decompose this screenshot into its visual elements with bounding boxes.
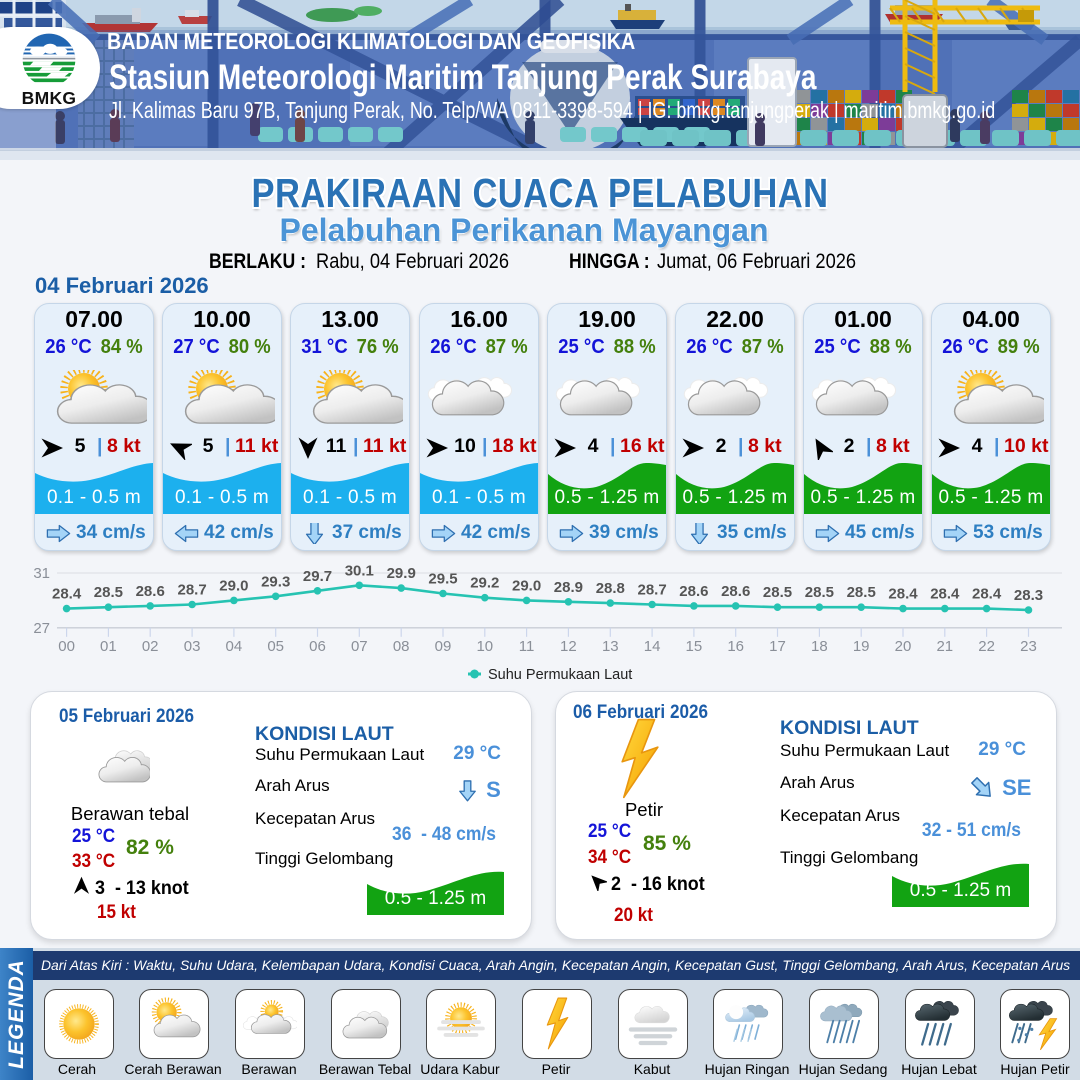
svg-text:31: 31 [33,565,50,582]
svg-text:28.4: 28.4 [52,586,82,603]
svg-text:29.7: 29.7 [303,568,332,585]
svg-text:28.4: 28.4 [888,586,918,603]
svg-text:28.6: 28.6 [136,583,165,600]
svg-text:29.2: 29.2 [470,575,499,592]
svg-text:22: 22 [978,638,995,655]
svg-text:05: 05 [267,638,284,655]
svg-text:14: 14 [644,638,661,655]
svg-text:19: 19 [853,638,870,655]
svg-text:16: 16 [727,638,744,655]
svg-text:17: 17 [769,638,786,655]
svg-text:18: 18 [811,638,828,655]
svg-text:20: 20 [895,638,912,655]
svg-text:02: 02 [142,638,159,655]
svg-text:28.7: 28.7 [637,582,666,599]
svg-text:01: 01 [100,638,117,655]
svg-text:28.4: 28.4 [972,586,1002,603]
svg-text:09: 09 [435,638,452,655]
svg-text:28.5: 28.5 [94,584,123,601]
svg-text:27: 27 [33,620,50,637]
svg-text:28.3: 28.3 [1014,587,1043,604]
svg-text:30.1: 30.1 [345,562,374,579]
svg-text:28.4: 28.4 [930,586,960,603]
svg-text:21: 21 [936,638,953,655]
svg-text:00: 00 [58,638,75,655]
svg-text:28.8: 28.8 [596,580,625,597]
svg-text:28.9: 28.9 [554,579,583,596]
svg-text:29.0: 29.0 [512,577,541,594]
svg-text:23: 23 [1020,638,1037,655]
svg-text:28.5: 28.5 [847,584,876,601]
svg-text:11: 11 [519,638,535,655]
svg-text:29.3: 29.3 [261,573,290,590]
svg-text:04: 04 [226,638,243,655]
svg-text:28.7: 28.7 [177,582,206,599]
svg-text:03: 03 [184,638,201,655]
svg-text:29.0: 29.0 [219,577,248,594]
svg-text:12: 12 [560,638,577,655]
svg-text:15: 15 [686,638,703,655]
svg-text:Suhu Permukaan Laut: Suhu Permukaan Laut [488,667,632,683]
svg-text:08: 08 [393,638,410,655]
svg-text:07: 07 [351,638,368,655]
svg-text:28.5: 28.5 [805,584,834,601]
svg-text:29.9: 29.9 [387,565,416,582]
svg-text:06: 06 [309,638,326,655]
svg-text:13: 13 [602,638,619,655]
svg-text:29.5: 29.5 [428,571,457,588]
svg-text:28.5: 28.5 [763,584,792,601]
svg-text:28.6: 28.6 [679,583,708,600]
svg-text:28.6: 28.6 [721,583,750,600]
svg-text:10: 10 [476,638,493,655]
